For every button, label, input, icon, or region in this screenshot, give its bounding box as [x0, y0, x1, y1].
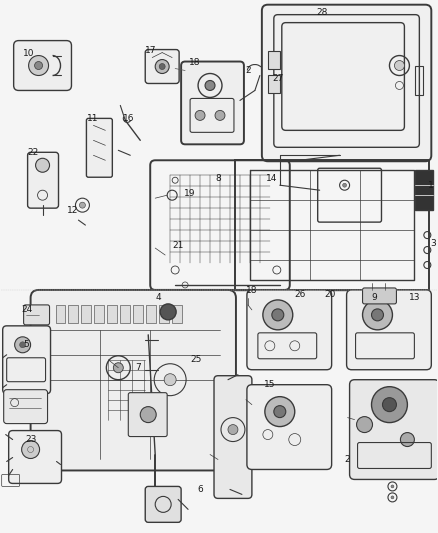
Bar	[415, 66, 424, 95]
Text: 13: 13	[409, 294, 420, 302]
Text: 14: 14	[266, 174, 278, 183]
Circle shape	[155, 60, 169, 74]
Text: 18: 18	[246, 286, 258, 295]
Text: 3: 3	[431, 239, 436, 247]
Circle shape	[14, 337, 31, 353]
FancyBboxPatch shape	[9, 431, 61, 483]
Bar	[120, 305, 130, 323]
Bar	[95, 305, 104, 323]
FancyBboxPatch shape	[31, 290, 236, 471]
FancyBboxPatch shape	[3, 326, 50, 394]
Text: 4: 4	[155, 294, 161, 302]
FancyBboxPatch shape	[4, 390, 48, 424]
Bar	[415, 170, 433, 210]
FancyBboxPatch shape	[262, 5, 431, 161]
Bar	[159, 305, 169, 323]
FancyBboxPatch shape	[24, 305, 49, 325]
Bar	[107, 305, 117, 323]
Text: 25: 25	[191, 356, 202, 364]
Text: 16: 16	[123, 114, 134, 123]
Circle shape	[205, 80, 215, 91]
FancyBboxPatch shape	[181, 61, 244, 144]
Circle shape	[357, 417, 372, 433]
FancyBboxPatch shape	[86, 118, 112, 177]
Text: 18: 18	[189, 58, 201, 67]
FancyBboxPatch shape	[363, 288, 396, 304]
Circle shape	[395, 61, 404, 70]
Text: 21: 21	[173, 240, 184, 249]
Circle shape	[263, 300, 293, 330]
Circle shape	[391, 496, 394, 499]
Text: 28: 28	[316, 8, 327, 17]
Bar	[268, 51, 280, 69]
Circle shape	[159, 63, 165, 69]
Text: 20: 20	[324, 290, 336, 300]
Circle shape	[274, 406, 286, 417]
FancyBboxPatch shape	[350, 379, 438, 480]
Circle shape	[160, 304, 176, 320]
FancyBboxPatch shape	[128, 393, 167, 437]
Circle shape	[371, 386, 407, 423]
FancyBboxPatch shape	[145, 50, 179, 84]
Circle shape	[21, 441, 39, 458]
Text: 6: 6	[197, 485, 203, 494]
Text: 26: 26	[294, 290, 305, 300]
Bar	[146, 305, 156, 323]
Text: 19: 19	[184, 189, 196, 198]
Circle shape	[35, 158, 49, 172]
FancyBboxPatch shape	[346, 290, 431, 370]
FancyBboxPatch shape	[14, 41, 71, 91]
Bar	[56, 305, 66, 323]
Text: 11: 11	[87, 114, 98, 123]
Circle shape	[343, 183, 346, 187]
Text: 27: 27	[272, 74, 283, 83]
Text: 5: 5	[24, 340, 29, 349]
Circle shape	[382, 398, 396, 411]
FancyBboxPatch shape	[247, 385, 332, 470]
Circle shape	[79, 202, 85, 208]
FancyBboxPatch shape	[145, 487, 181, 522]
Text: 9: 9	[371, 294, 378, 302]
Circle shape	[164, 374, 176, 386]
Bar	[68, 305, 78, 323]
Circle shape	[113, 363, 124, 373]
Circle shape	[228, 425, 238, 434]
Text: 2: 2	[345, 455, 350, 464]
Text: 23: 23	[25, 435, 36, 444]
Circle shape	[400, 433, 414, 447]
Circle shape	[363, 300, 392, 330]
FancyBboxPatch shape	[247, 290, 332, 370]
Circle shape	[391, 485, 394, 488]
Circle shape	[140, 407, 156, 423]
Bar	[172, 305, 182, 323]
FancyBboxPatch shape	[28, 152, 59, 208]
Text: 12: 12	[67, 206, 78, 215]
Text: 8: 8	[215, 174, 221, 183]
Circle shape	[265, 397, 295, 426]
Circle shape	[215, 110, 225, 120]
Circle shape	[35, 61, 42, 69]
Text: 10: 10	[23, 49, 34, 58]
Text: 17: 17	[145, 46, 156, 55]
Text: 22: 22	[27, 148, 38, 157]
Text: 1: 1	[428, 181, 434, 190]
Bar	[268, 76, 280, 93]
Circle shape	[371, 309, 384, 321]
FancyBboxPatch shape	[214, 376, 252, 498]
Text: 2: 2	[245, 66, 251, 75]
Circle shape	[28, 55, 49, 76]
Text: 15: 15	[264, 380, 276, 389]
Text: 7: 7	[135, 363, 141, 372]
Bar	[81, 305, 92, 323]
Circle shape	[195, 110, 205, 120]
Circle shape	[20, 342, 25, 348]
Bar	[133, 305, 143, 323]
Circle shape	[272, 309, 284, 321]
Text: 24: 24	[21, 305, 32, 314]
